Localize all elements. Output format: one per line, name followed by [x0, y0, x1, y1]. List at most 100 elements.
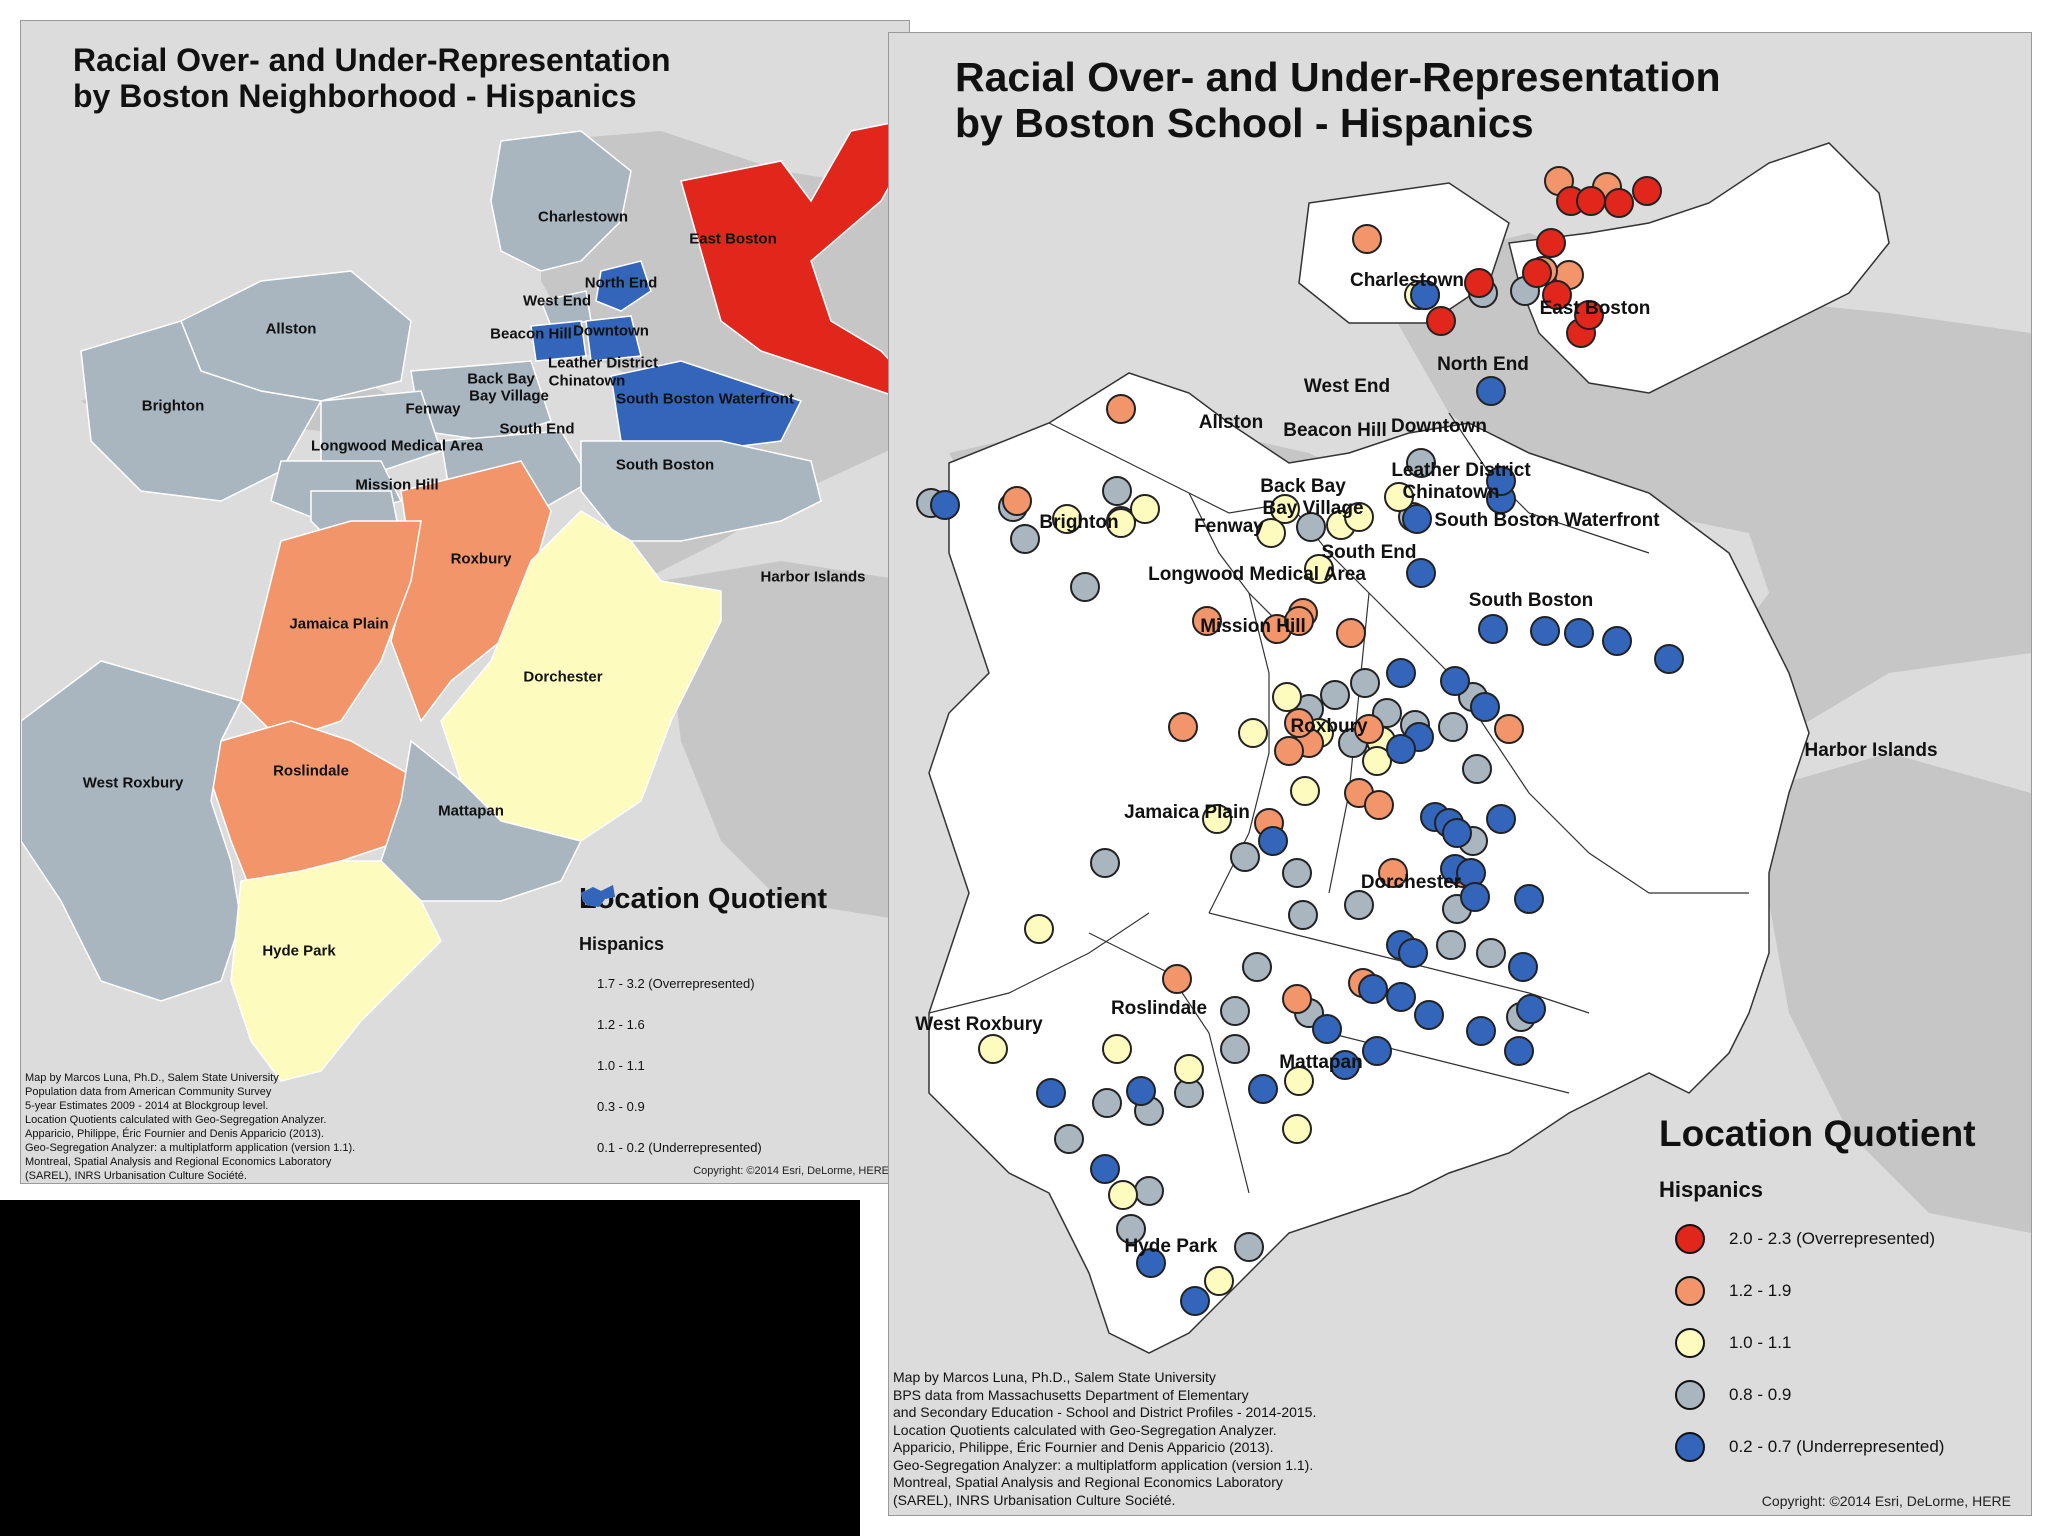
school-dot-low[interactable]: [1320, 680, 1350, 710]
school-dot-low[interactable]: [1296, 512, 1326, 542]
school-dot-low[interactable]: [1462, 754, 1492, 784]
school-dot-high[interactable]: [1168, 712, 1198, 742]
school-dot-neutral[interactable]: [1238, 718, 1268, 748]
school-dot-over[interactable]: [1464, 268, 1494, 298]
school-dot-neutral[interactable]: [1290, 776, 1320, 806]
school-dot-under[interactable]: [1602, 626, 1632, 656]
school-dot-neutral[interactable]: [1202, 804, 1232, 834]
school-dot-low[interactable]: [1436, 930, 1466, 960]
school-dot-under[interactable]: [1362, 1036, 1392, 1066]
school-dot-under[interactable]: [1410, 280, 1440, 310]
school-dot-under[interactable]: [1248, 1074, 1278, 1104]
school-dot-high[interactable]: [1354, 714, 1384, 744]
school-dot-under[interactable]: [1126, 1076, 1156, 1106]
school-dot-low[interactable]: [1406, 448, 1436, 478]
school-dot-high[interactable]: [1336, 618, 1366, 648]
school-dot-low[interactable]: [1054, 1124, 1084, 1154]
school-dot-high[interactable]: [1274, 736, 1304, 766]
school-dot-under[interactable]: [1654, 644, 1684, 674]
school-dot-low[interactable]: [1134, 1176, 1164, 1206]
school-dot-low[interactable]: [1476, 938, 1506, 968]
school-map-canvas[interactable]: [889, 33, 2031, 1515]
school-dot-under[interactable]: [1486, 466, 1516, 496]
school-dot-low[interactable]: [1220, 996, 1250, 1026]
school-dot-neutral[interactable]: [1272, 682, 1302, 712]
school-dot-neutral[interactable]: [1108, 1180, 1138, 1210]
school-dot-high[interactable]: [1002, 486, 1032, 516]
school-dot-under[interactable]: [1406, 558, 1436, 588]
school-dot-under[interactable]: [1460, 882, 1490, 912]
school-dot-under[interactable]: [1508, 952, 1538, 982]
school-dot-neutral[interactable]: [978, 1034, 1008, 1064]
school-dot-under[interactable]: [930, 490, 960, 520]
school-dot-under[interactable]: [1478, 614, 1508, 644]
school-dot-over[interactable]: [1604, 188, 1634, 218]
school-dot-high[interactable]: [1106, 394, 1136, 424]
school-dot-neutral[interactable]: [1284, 1066, 1314, 1096]
school-dot-under[interactable]: [1516, 994, 1546, 1024]
school-dot-low[interactable]: [1070, 572, 1100, 602]
school-dot-low[interactable]: [1282, 858, 1312, 888]
school-dot-neutral[interactable]: [1024, 914, 1054, 944]
school-dot-under[interactable]: [1466, 1016, 1496, 1046]
school-dot-low[interactable]: [1220, 1034, 1250, 1064]
school-dot-neutral[interactable]: [1282, 1114, 1312, 1144]
school-dot-neutral[interactable]: [1130, 494, 1160, 524]
school-dot-under[interactable]: [1504, 1036, 1534, 1066]
school-dot-under[interactable]: [1530, 616, 1560, 646]
school-dot-neutral[interactable]: [1052, 504, 1082, 534]
school-dot-under[interactable]: [1036, 1078, 1066, 1108]
school-dot-over[interactable]: [1426, 306, 1456, 336]
school-dot-under[interactable]: [1180, 1286, 1210, 1316]
school-dot-under[interactable]: [1514, 884, 1544, 914]
school-dot-under[interactable]: [1564, 618, 1594, 648]
school-dot-under[interactable]: [1386, 658, 1416, 688]
school-dot-over[interactable]: [1632, 176, 1662, 206]
school-dot-neutral[interactable]: [1344, 502, 1374, 532]
school-dot-low[interactable]: [1234, 1232, 1264, 1262]
school-dot-high[interactable]: [1284, 708, 1314, 738]
school-dot-low[interactable]: [1242, 952, 1272, 982]
school-dot-high[interactable]: [1284, 606, 1314, 636]
school-dot-under[interactable]: [1330, 1050, 1360, 1080]
school-dot-neutral[interactable]: [1174, 1054, 1204, 1084]
school-dot-low[interactable]: [1288, 900, 1318, 930]
school-dot-neutral[interactable]: [1270, 494, 1300, 524]
school-dot-neutral[interactable]: [1304, 554, 1334, 584]
school-dot-low[interactable]: [1438, 712, 1468, 742]
school-dot-low[interactable]: [1090, 848, 1120, 878]
school-dot-under[interactable]: [1358, 974, 1388, 1004]
school-dot-neutral[interactable]: [1204, 1266, 1234, 1296]
neighborhood-map-canvas[interactable]: [21, 21, 909, 1183]
school-dot-low[interactable]: [1230, 842, 1260, 872]
school-dot-neutral[interactable]: [1384, 482, 1414, 512]
school-dot-under[interactable]: [1402, 504, 1432, 534]
school-dot-under[interactable]: [1414, 1000, 1444, 1030]
school-dot-over[interactable]: [1536, 228, 1566, 258]
school-dot-under[interactable]: [1258, 826, 1288, 856]
school-dot-neutral[interactable]: [1256, 518, 1286, 548]
school-dot-high[interactable]: [1162, 964, 1192, 994]
school-dot-high[interactable]: [1192, 606, 1222, 636]
school-dot-low[interactable]: [1010, 524, 1040, 554]
school-dot-neutral[interactable]: [1102, 1034, 1132, 1064]
school-dot-high[interactable]: [1494, 714, 1524, 744]
school-dot-under[interactable]: [1312, 1014, 1342, 1044]
school-dot-under[interactable]: [1440, 666, 1470, 696]
school-dot-over[interactable]: [1522, 258, 1552, 288]
school-dot-over[interactable]: [1542, 280, 1572, 310]
school-dot-neutral[interactable]: [1106, 508, 1136, 538]
school-dot-under[interactable]: [1136, 1248, 1166, 1278]
school-dot-under[interactable]: [1486, 804, 1516, 834]
school-dot-under[interactable]: [1386, 734, 1416, 764]
school-dot-high[interactable]: [1282, 984, 1312, 1014]
school-dot-under[interactable]: [1470, 692, 1500, 722]
school-dot-under[interactable]: [1476, 376, 1506, 406]
school-dot-low[interactable]: [1350, 668, 1380, 698]
school-dot-under[interactable]: [1442, 818, 1472, 848]
school-dot-high[interactable]: [1364, 790, 1394, 820]
school-dot-under[interactable]: [1398, 938, 1428, 968]
school-dot-over[interactable]: [1574, 300, 1604, 330]
school-dot-under[interactable]: [1386, 982, 1416, 1012]
school-dot-over[interactable]: [1576, 186, 1606, 216]
